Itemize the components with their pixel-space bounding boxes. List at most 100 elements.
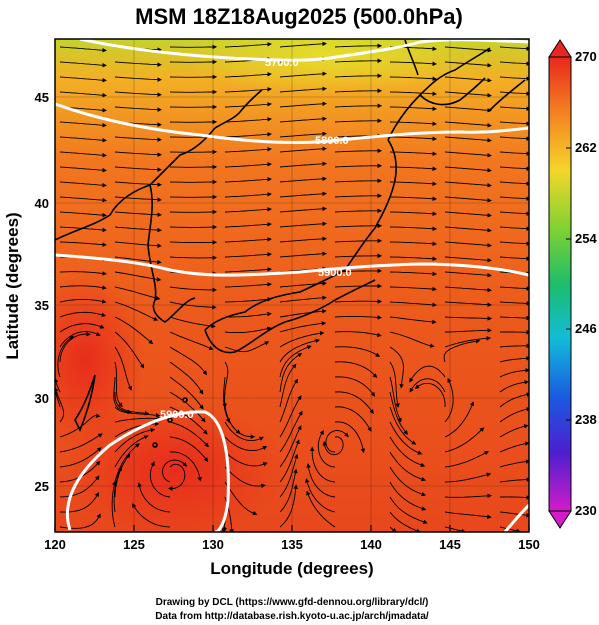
streamline xyxy=(499,301,529,306)
streamline xyxy=(389,361,400,408)
x-tick-150: 150 xyxy=(518,537,540,552)
streamline xyxy=(389,436,426,467)
streamline xyxy=(499,286,529,291)
streamline xyxy=(499,151,529,156)
streamline xyxy=(114,435,149,468)
x-tick-120: 120 xyxy=(44,537,66,552)
streamline xyxy=(444,336,492,348)
streamline xyxy=(389,421,423,455)
streamline xyxy=(114,392,150,416)
streamline xyxy=(389,106,438,112)
streamline xyxy=(499,477,529,483)
streamline xyxy=(389,496,428,524)
streamline xyxy=(169,376,204,410)
x-tick-145: 145 xyxy=(439,537,461,552)
streamline xyxy=(169,406,208,435)
streamline xyxy=(334,315,383,320)
streamline xyxy=(224,192,272,198)
streamline xyxy=(322,436,344,456)
streamline xyxy=(224,177,272,183)
streamline xyxy=(389,316,437,325)
warm-region-south xyxy=(65,400,285,532)
streamline xyxy=(499,166,529,171)
streamline xyxy=(55,377,61,393)
streamline xyxy=(169,301,217,310)
streamline xyxy=(334,238,383,244)
streamline xyxy=(224,132,272,138)
streamline xyxy=(59,323,105,333)
streamline xyxy=(444,46,492,53)
y-tick-30: 30 xyxy=(35,391,49,406)
streamline xyxy=(389,331,435,348)
streamline xyxy=(224,451,268,467)
streamline xyxy=(169,346,208,376)
streamline xyxy=(334,88,383,94)
streamline xyxy=(279,295,327,303)
streamline xyxy=(114,331,145,369)
streamline xyxy=(169,286,217,293)
streamline xyxy=(444,271,492,278)
streamline xyxy=(169,361,204,395)
streamline xyxy=(114,151,162,157)
streamline xyxy=(137,482,171,513)
streamline xyxy=(334,43,383,49)
streamline xyxy=(389,376,402,423)
streamline xyxy=(59,166,107,173)
streamline xyxy=(279,378,298,423)
streamline xyxy=(114,226,162,233)
streamline xyxy=(334,73,383,79)
streamline xyxy=(389,511,421,532)
streamline xyxy=(499,424,529,438)
streamline xyxy=(279,321,327,333)
streamline xyxy=(279,71,327,78)
streamline xyxy=(389,241,438,247)
streamline xyxy=(499,256,529,261)
contour-5900-corner xyxy=(503,503,529,532)
streamline xyxy=(114,181,162,187)
streamline xyxy=(444,166,492,173)
streamline xyxy=(279,363,297,408)
streamline xyxy=(279,146,327,153)
colorbar-label-254: 254 xyxy=(575,231,597,246)
streamline xyxy=(279,425,302,468)
streamline xyxy=(59,241,107,247)
streamline xyxy=(224,222,272,228)
streamline xyxy=(389,346,404,389)
y-tick-40: 40 xyxy=(35,196,49,211)
streamline xyxy=(309,446,336,483)
streamline xyxy=(279,206,327,213)
streamline xyxy=(334,253,383,259)
height-contours xyxy=(55,39,529,532)
streamline xyxy=(389,151,438,157)
streamline xyxy=(334,391,374,415)
streamline xyxy=(279,345,312,378)
streamline xyxy=(279,86,327,93)
streamline xyxy=(55,387,65,423)
streamline xyxy=(499,181,529,186)
streamline xyxy=(499,356,529,363)
streamline xyxy=(444,226,492,233)
y-tick-25: 25 xyxy=(35,479,49,494)
streamline xyxy=(114,166,162,172)
streamline xyxy=(59,331,91,363)
streamline xyxy=(389,181,438,187)
streamline xyxy=(389,301,437,308)
streamline xyxy=(59,181,107,188)
streamline xyxy=(499,211,529,216)
streamline xyxy=(499,343,529,349)
streamline xyxy=(169,255,218,261)
contour-label-5900-south: 5900.0 xyxy=(160,409,194,421)
streamline xyxy=(499,407,529,423)
streamline xyxy=(499,392,529,408)
streamline xyxy=(279,439,300,483)
streamline xyxy=(59,475,100,498)
streamline xyxy=(389,91,438,97)
streamline xyxy=(499,226,529,231)
streamline xyxy=(169,316,216,329)
streamline xyxy=(279,176,327,183)
streamline xyxy=(279,236,327,243)
streamline xyxy=(389,481,427,511)
streamline xyxy=(59,433,103,453)
streamline xyxy=(113,376,133,415)
y-tick-45: 45 xyxy=(35,90,49,105)
